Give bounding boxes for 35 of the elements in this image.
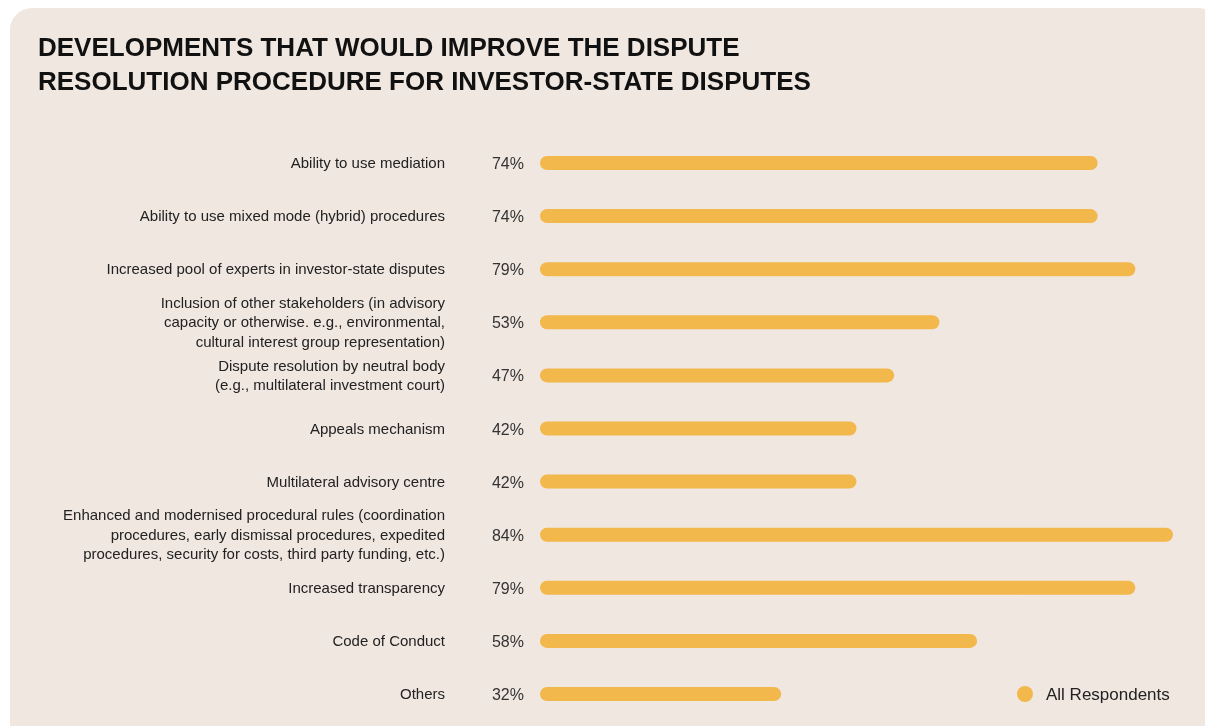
bar [540, 156, 1098, 170]
bar [540, 580, 1136, 595]
y-tick-label: Multilateral advisory centre [266, 472, 445, 490]
data-label: 58% [491, 632, 524, 650]
y-tick-label: Increased transparency [288, 578, 446, 596]
y-tick-label: Increased pool of experts in investor-state disputes [106, 260, 445, 278]
bar [540, 315, 940, 330]
data-label: 32% [491, 686, 524, 703]
y-tick-label: Enhanced and modernised procedural rules (coordination procedures, early dismissal procedures, expedited procedures, security for costs, third party funding, etc.) [63, 506, 445, 563]
bar [540, 527, 1173, 542]
chart-title: DEVELOPMENTS THAT WOULD IMPROVE THE DISPUTE RESOLUTION PROCEDURE FOR INVESTOR-STATE DISPUTES [38, 32, 811, 96]
data-label: 74% [491, 155, 524, 172]
y-tick-label: Ability to use mixed mode (hybrid) procedures [139, 207, 445, 225]
bar [540, 262, 1136, 277]
data-label: 79% [491, 261, 524, 279]
y-tick-label: Others [399, 685, 445, 702]
bar [540, 687, 782, 701]
y-tick-label: Inclusion of other stakeholders (in advisory capacity or otherwise. e.g., environmental, cultural interest group representation) [160, 293, 446, 350]
y-tick-label: Ability to use mediation [290, 154, 445, 171]
data-label: 47% [491, 367, 524, 385]
bar [540, 633, 978, 648]
legend-label: All Respondents [1046, 685, 1170, 704]
bar [540, 209, 1098, 224]
y-tick-label: Dispute resolution by neutral body (e.g., multilateral investment court) [214, 356, 446, 394]
data-label: 74% [491, 208, 524, 226]
data-label: 79% [491, 579, 524, 597]
data-label: 53% [491, 314, 524, 332]
bar [540, 368, 895, 383]
y-tick-label: Appeals mechanism [309, 419, 445, 437]
y-tick-label: Code of Conduct [332, 631, 446, 649]
bar [540, 421, 857, 436]
data-label: 84% [491, 526, 524, 544]
data-label: 42% [491, 420, 524, 438]
data-label: 42% [491, 473, 524, 491]
bar [540, 474, 857, 489]
